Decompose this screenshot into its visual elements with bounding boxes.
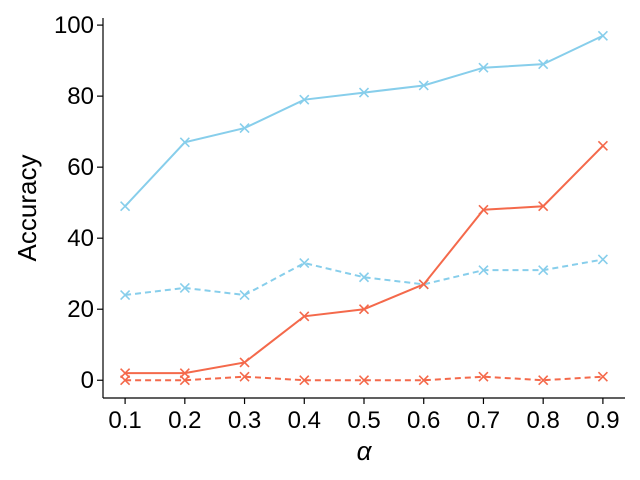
data-point-marker: [418, 279, 429, 290]
y-axis-label: Accuracy: [12, 155, 42, 262]
data-point-marker: [358, 375, 370, 386]
x-tick-label: 0.3: [228, 407, 261, 434]
data-point-marker: [597, 140, 608, 151]
series-line: [124, 258, 604, 297]
data-point-marker: [538, 375, 549, 386]
x-tick-label: 0.1: [108, 407, 141, 434]
data-point-marker: [358, 272, 370, 283]
y-tick-label: 60: [67, 154, 94, 181]
x-tick-label: 0.7: [467, 407, 500, 434]
y-tick-label: 40: [67, 225, 94, 252]
data-point-marker: [299, 311, 310, 322]
data-point-marker: [418, 80, 429, 91]
series-3: [120, 140, 608, 379]
data-point-marker: [239, 289, 250, 301]
data-point-marker: [299, 375, 310, 386]
data-point-marker: [478, 371, 489, 382]
data-point-marker: [299, 94, 310, 105]
data-point-marker: [120, 375, 131, 386]
data-point-marker: [538, 201, 549, 212]
series-line: [124, 34, 604, 207]
data-point-marker: [478, 265, 489, 276]
series-4: [120, 371, 608, 386]
data-point-marker: [538, 59, 549, 70]
x-tick-label: 0.6: [407, 407, 440, 434]
data-point-marker: [597, 254, 608, 265]
y-tick-label: 80: [67, 83, 94, 110]
data-point-marker: [597, 30, 608, 41]
x-tick-label: 0.5: [347, 407, 380, 434]
series-line: [125, 145, 604, 375]
y-axis-ticks: 0 20 40 60 80 100: [54, 12, 103, 394]
y-tick-label: 100: [54, 12, 94, 39]
y-tick-label: 20: [67, 296, 94, 323]
data-point-marker: [299, 257, 310, 269]
x-axis-ticks: 0.1 0.2 0.3 0.4 0.5 0.6 0.7 0.8 0.9: [108, 398, 620, 434]
x-tick-label: 0.4: [288, 407, 321, 434]
data-point-marker: [597, 371, 608, 382]
plot-area: [120, 30, 608, 386]
data-point-marker: [358, 87, 370, 98]
data-point-marker: [478, 204, 489, 215]
data-point-marker: [239, 123, 250, 134]
data-point-marker: [179, 282, 190, 293]
y-tick-label: 0: [81, 367, 94, 394]
data-point-marker: [120, 289, 131, 301]
data-point-marker: [538, 265, 549, 276]
x-tick-label: 0.2: [168, 407, 201, 434]
data-point-marker: [418, 375, 429, 386]
data-point-marker: [239, 357, 250, 368]
series-2: [120, 254, 608, 301]
data-point-marker: [358, 304, 370, 315]
data-point-marker: [120, 201, 131, 212]
data-point-marker: [478, 62, 489, 73]
x-axis-label: α: [357, 436, 373, 466]
series-1: [120, 30, 608, 212]
data-point-marker: [179, 375, 190, 386]
data-point-marker: [179, 137, 190, 148]
x-tick-label: 0.8: [526, 407, 559, 434]
data-point-marker: [239, 371, 250, 382]
x-tick-label: 0.9: [586, 407, 619, 434]
